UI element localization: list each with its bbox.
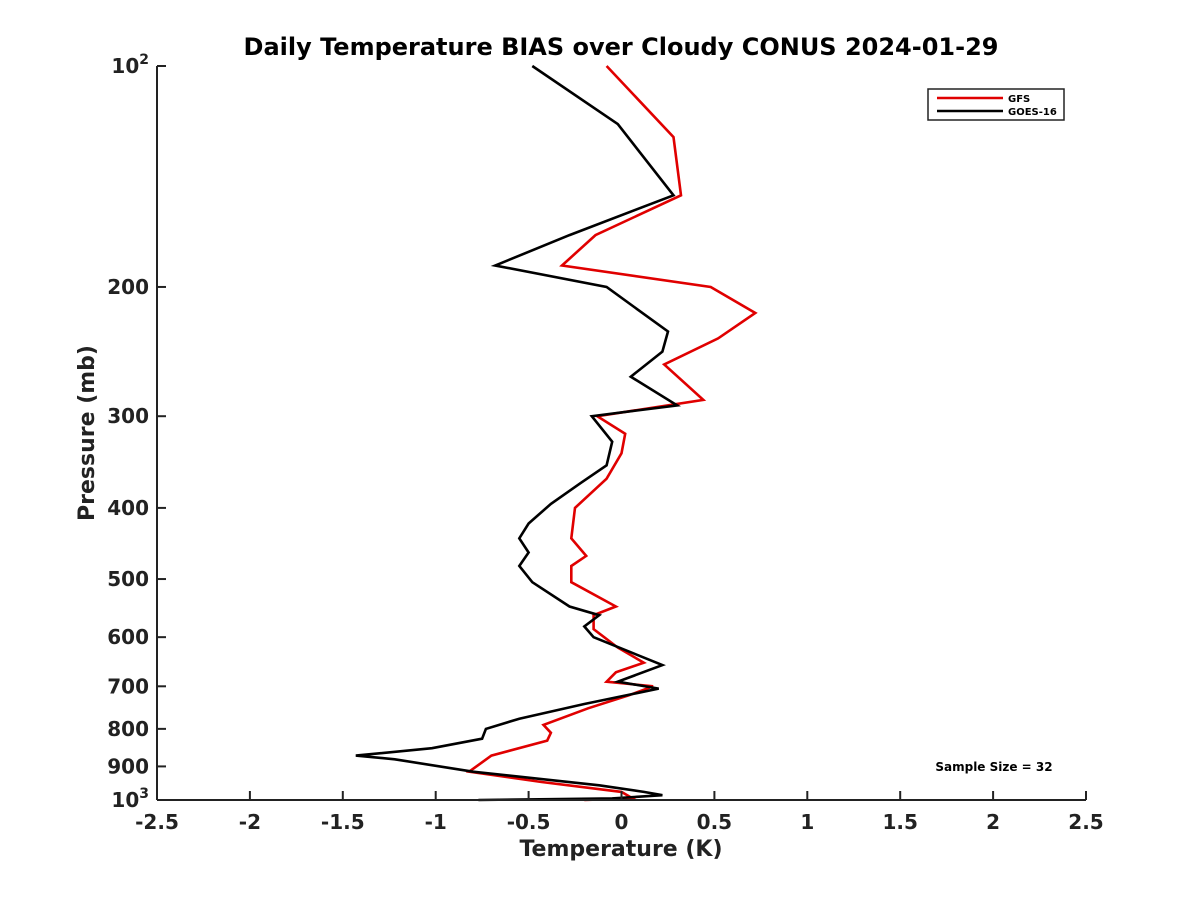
y-tick-label: 103 <box>111 786 149 812</box>
x-tick-label: -2 <box>239 810 261 834</box>
legend-entry-label: GOES-16 <box>1008 107 1057 118</box>
x-tick-label: -0.5 <box>507 810 551 834</box>
series-line-goes-16 <box>355 64 682 802</box>
series-layer <box>355 64 758 802</box>
x-axis-label: Temperature (K) <box>519 837 722 862</box>
x-tick-label: 2.5 <box>1068 810 1103 834</box>
sample-size-annotation: Sample Size = 32 <box>935 760 1052 774</box>
axes-layer: -2.5 -2 -1.5 -1 -0.5 0 0.5 1 1.5 2 2.5 102 200 300 400… <box>107 52 1103 834</box>
y-tick-label: 600 <box>107 625 149 649</box>
x-tick-label: -1 <box>425 810 447 834</box>
y-tick-label: 800 <box>107 717 149 741</box>
series-line-gfs <box>465 65 758 802</box>
legend: GFS GOES-16 <box>927 88 1065 121</box>
x-tick-label: -1.5 <box>321 810 365 834</box>
y-axis-label: Pressure (mb) <box>75 345 100 521</box>
x-tick-label: 2 <box>986 810 1000 834</box>
y-tick-label: 200 <box>107 275 149 299</box>
legend-box <box>927 88 1065 121</box>
legend-entry-label: GFS <box>1008 94 1030 105</box>
y-tick-label: 700 <box>107 674 149 698</box>
x-tick-label: -2.5 <box>135 810 179 834</box>
x-tick-label: 1.5 <box>882 810 917 834</box>
y-tick-label: 900 <box>107 754 149 778</box>
y-tick-label: 400 <box>107 496 149 520</box>
x-tick-label: 1 <box>800 810 814 834</box>
y-tick-label: 300 <box>107 404 149 428</box>
x-tick-label: 0.5 <box>697 810 732 834</box>
x-tick-label: 0 <box>615 810 629 834</box>
chart-title: Daily Temperature BIAS over Cloudy CONUS… <box>244 33 999 61</box>
y-tick-label: 102 <box>111 52 149 78</box>
y-tick-label: 500 <box>107 567 149 591</box>
